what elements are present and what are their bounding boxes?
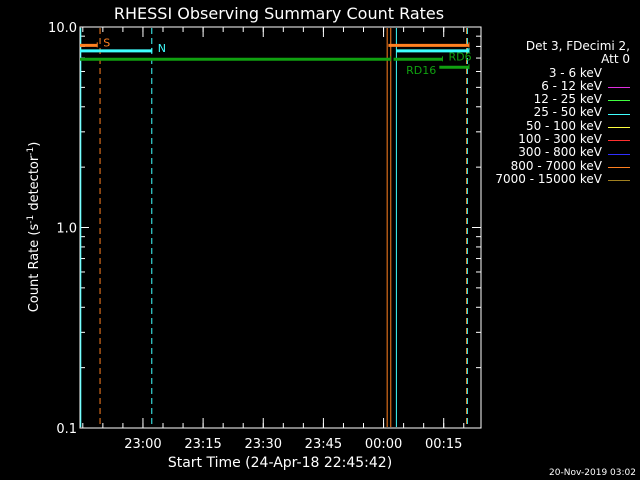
chart-title: RHESSI Observing Summary Count Rates [114,4,444,23]
flag-bar-label: N [158,42,166,55]
legend-entry-label: 6 - 12 keV [541,78,602,93]
legend-swatch [608,73,630,75]
x-ticks: 23:00 23:15 23:30 23:45 00:00 00:15 [82,27,465,452]
vertical-marker-lines [80,28,468,427]
legend-entry-label: 300 - 800 keV [518,145,602,160]
legend-entry-label: 3 - 6 keV [548,65,602,80]
legend-entry: 800 - 7000 keV [484,158,630,173]
axes-frame [79,26,482,429]
legend-entry: 50 - 100 keV [484,118,630,133]
y-tick-label: 10.0 [48,21,77,36]
legend-swatch [608,180,630,182]
legend-header-line2: Att 0 [601,52,630,67]
x-tick-label: 23:15 [184,437,221,452]
x-tick-label: 23:00 [124,437,161,452]
flag-bar-label: S [103,36,110,49]
flag-bar-label: RD6 [449,50,472,63]
legend-entries: 3 - 6 keV 6 - 12 keV 12 - 25 keV 25 - 50 ke… [484,65,630,187]
legend-entry: 7000 - 15000 keV [484,171,630,186]
footer-timestamp: 20-Nov-2019 03:02 [549,468,636,478]
flag-bar-label: RD16 [406,64,436,77]
legend-entry-label: 50 - 100 keV [525,118,602,133]
x-axis-label: Start Time (24-Apr-18 22:45:42) [168,455,392,471]
legend-entry-label: 25 - 50 keV [533,105,602,120]
plot-border [79,26,482,429]
legend-entry: 25 - 50 keV [484,106,630,119]
legend-swatch [608,166,630,168]
legend-entry: 12 - 25 keV [484,92,630,107]
x-tick-label: 00:00 [365,437,402,452]
legend-entry-label: 12 - 25 keV [533,92,602,107]
legend-entry-label: 7000 - 15000 keV [495,171,602,186]
legend-swatch [608,113,630,115]
x-tick-label: 23:30 [245,437,282,452]
x-tick-label: 23:45 [305,437,342,452]
y-axis-label: Count Rate (s-1 detector-1) [26,142,42,313]
legend-swatch [608,126,630,128]
y-ticks: 10.0 1.0 0.1 [48,21,481,437]
y-tick-label: 1.0 [56,222,77,237]
flag-bars: S N RD6 RD16 [80,36,472,77]
y-tick-label: 0.1 [56,422,77,437]
legend-swatch [608,140,630,142]
legend-entry: 300 - 800 keV [484,146,630,159]
legend-entry: 6 - 12 keV [484,78,630,93]
legend-entry-label: 800 - 7000 keV [510,158,602,173]
legend-header-line1: Det 3, FDecimi 2, [525,39,630,53]
legend-entry: 3 - 6 keV [484,65,630,80]
legend-swatch [608,100,630,102]
x-tick-label: 00:15 [425,437,462,452]
legend-swatch [608,153,630,155]
legend: Det 3, FDecimi 2, Att 0 3 - 6 keV 6 - 12 … [484,39,630,187]
legend-entry: 100 - 300 keV [484,132,630,147]
legend-swatch [608,87,630,89]
legend-entry-label: 100 - 300 keV [518,132,602,147]
